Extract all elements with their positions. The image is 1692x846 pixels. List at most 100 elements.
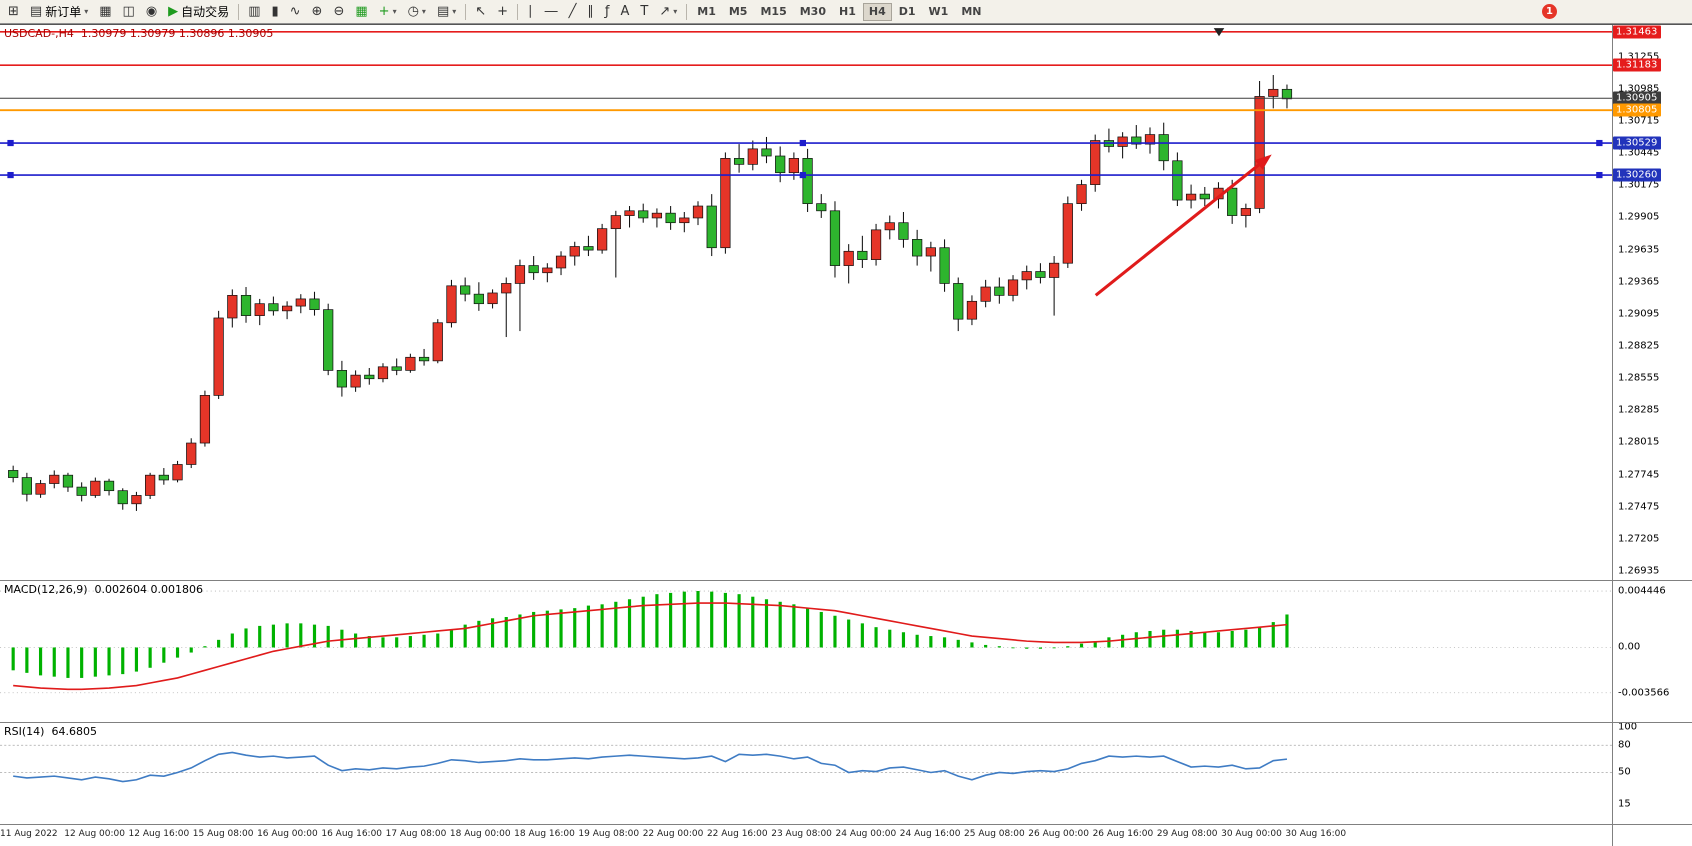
notification-badge[interactable]: 1 — [1542, 4, 1557, 19]
price-chart[interactable]: USDCAD-,H4 1.30979 1.30979 1.30896 1.309… — [0, 25, 1612, 580]
macd-bar — [860, 623, 864, 648]
candle — [8, 470, 19, 478]
line-chart-button[interactable]: ∿ — [285, 2, 306, 22]
macd-label: MACD(12,26,9) 0.002604 0.001806 — [4, 583, 203, 596]
vertical-line-button[interactable]: ∣ — [522, 2, 539, 22]
new-order-button[interactable]: ▤ 新订单 ▾ — [25, 2, 93, 22]
macd-bar — [271, 624, 275, 648]
zoom-out-button[interactable]: ⊖ — [328, 2, 349, 22]
timeframe-m5-button[interactable]: M5 — [723, 3, 754, 21]
rsi-axis-tick: 80 — [1618, 739, 1631, 751]
periods-button[interactable]: ◷ ▾ — [403, 2, 431, 22]
market-watch-button[interactable]: ▦ — [94, 2, 116, 22]
line-handle[interactable] — [799, 171, 806, 179]
macd-bar — [217, 639, 221, 648]
candle — [569, 246, 580, 257]
timeframe-w1-button[interactable]: W1 — [923, 3, 955, 21]
price-tick: 1.27205 — [1618, 533, 1660, 545]
timeframe-m30-button[interactable]: M30 — [794, 3, 832, 21]
timeframe-h1-button[interactable]: H1 — [833, 3, 862, 21]
candle — [1049, 262, 1060, 278]
candle — [391, 366, 402, 371]
macd-bar — [1066, 646, 1070, 648]
fibonacci-button[interactable]: ƒ — [600, 2, 615, 22]
candle — [884, 222, 895, 231]
trend-arrow-head[interactable] — [1254, 154, 1272, 170]
zoom-out-icon: ⊖ — [333, 4, 345, 19]
rsi-row: RSI(14) 64.6805 100 80 50 15 — [0, 722, 1692, 824]
timeframe-m1-button[interactable]: M1 — [691, 3, 722, 21]
trendline-button[interactable]: ╱ — [564, 2, 582, 22]
time-tick: 11 Aug 2022 — [0, 829, 58, 839]
candle — [1227, 187, 1238, 216]
macd-panel[interactable]: MACD(12,26,9) 0.002604 0.001806 — [0, 581, 1612, 722]
line-handle[interactable] — [7, 139, 14, 147]
price-badge-1.30805: 1.30805 — [1613, 103, 1661, 117]
macd-bar — [326, 625, 330, 648]
timeframe-mn-button[interactable]: MN — [955, 3, 987, 21]
macd-bar — [778, 601, 782, 648]
macd-bar — [1244, 629, 1248, 648]
candle — [528, 265, 539, 274]
tile-windows-button[interactable]: ▦ — [350, 2, 372, 22]
zoom-in-button[interactable]: ⊕ — [307, 2, 328, 22]
templates-button[interactable]: ▤ ▾ — [432, 2, 461, 22]
candle — [816, 203, 827, 212]
auto-trading-button[interactable]: ▶ 自动交易 — [163, 2, 234, 22]
time-axis[interactable]: 11 Aug 2022 12 Aug 00:00 12 Aug 16:00 15 Au… — [0, 825, 1612, 846]
price-badge-1.31463: 1.31463 — [1613, 25, 1661, 39]
rsi-canvas[interactable] — [0, 723, 1612, 824]
timeframe-h4-button[interactable]: H4 — [862, 2, 892, 21]
time-tick: 12 Aug 00:00 — [64, 829, 125, 839]
chevron-down-icon: ▾ — [673, 7, 678, 16]
macd-bar — [1107, 637, 1111, 648]
candle — [405, 356, 416, 371]
price-axis[interactable]: 1.31255 1.30985 1.30715 1.30445 1.30175 1.299… — [1612, 25, 1692, 580]
line-handle[interactable] — [799, 139, 806, 147]
cursor-button[interactable]: ↖ — [470, 2, 491, 22]
candlestick-chart-button[interactable]: ▮ — [266, 2, 283, 22]
line-handle[interactable] — [1596, 139, 1603, 147]
macd-bar — [52, 647, 56, 677]
macd-bar — [682, 591, 686, 648]
candle — [857, 250, 868, 260]
candle — [925, 247, 936, 257]
macd-bar — [1025, 647, 1029, 649]
time-tick: 16 Aug 16:00 — [321, 829, 383, 839]
timeframe-d1-button[interactable]: D1 — [893, 3, 922, 21]
navigator-button[interactable]: ◫ — [118, 2, 140, 22]
terminal-button[interactable]: ◉ — [141, 2, 162, 22]
channel-button[interactable]: ∥ — [582, 2, 599, 22]
arrows-button[interactable]: ↗ ▾ — [654, 2, 682, 22]
timeframe-m15-button[interactable]: M15 — [754, 3, 792, 21]
bar-chart-button[interactable]: ▥ — [243, 2, 265, 22]
candlestick-canvas[interactable] — [0, 25, 1612, 580]
indicators-button[interactable]: + ▾ — [374, 2, 402, 22]
text-button[interactable]: A — [615, 2, 634, 22]
macd-axis[interactable]: 0.004446 0.00 -0.003566 — [1612, 581, 1692, 722]
time-tick: 23 Aug 08:00 — [771, 829, 832, 839]
macd-bar — [1093, 641, 1097, 648]
fibonacci-icon: ƒ — [604, 4, 610, 19]
line-handle[interactable] — [1596, 171, 1603, 179]
crosshair-button[interactable]: + — [492, 2, 513, 22]
price-tick: 1.27475 — [1618, 501, 1660, 513]
macd-bar — [203, 646, 207, 648]
text-label-button[interactable]: T — [635, 2, 653, 22]
macd-canvas[interactable] — [0, 581, 1612, 722]
time-tick: 22 Aug 16:00 — [706, 829, 768, 839]
rsi-axis[interactable]: 100 80 50 15 — [1612, 723, 1692, 824]
line-handle[interactable] — [7, 171, 14, 179]
horizontal-line-button[interactable]: ― — [540, 2, 563, 22]
rsi-panel[interactable]: RSI(14) 64.6805 — [0, 723, 1612, 824]
trend-arrow-line[interactable] — [1094, 163, 1260, 297]
price-tick: 1.30985 — [1618, 83, 1660, 95]
candle — [1007, 279, 1019, 296]
candle — [966, 300, 978, 320]
candle — [281, 305, 293, 312]
macd-signal-line — [13, 602, 1288, 691]
time-tick: 24 Aug 00:00 — [835, 829, 897, 839]
time-axis-row: 11 Aug 2022 12 Aug 00:00 12 Aug 16:00 15 Au… — [0, 824, 1692, 846]
new-chart-button[interactable]: ⊞ — [3, 2, 24, 22]
chevron-down-icon: ▾ — [452, 7, 457, 16]
